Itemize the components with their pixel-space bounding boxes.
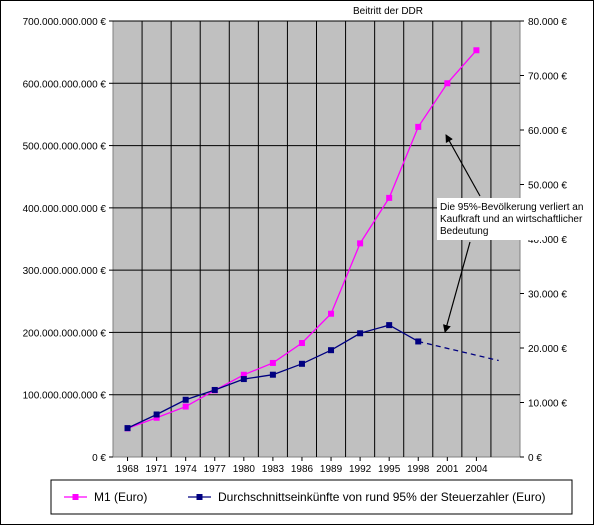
series-point-0 xyxy=(473,47,480,54)
series-point-1 xyxy=(357,330,364,337)
legend-item-m1: M1 (Euro) xyxy=(64,490,147,504)
series-point-0 xyxy=(328,310,335,317)
right-tick-label: 70.000 € xyxy=(528,72,567,83)
annotation-arrow-up xyxy=(445,134,481,197)
x-tick-label: 1980 xyxy=(233,464,256,475)
left-tick-label: 200.000.000.000 € xyxy=(23,328,107,339)
series-point-0 xyxy=(269,359,276,366)
right-tick-label: 80.000 € xyxy=(528,17,567,28)
series-point-1 xyxy=(153,411,160,418)
series-point-0 xyxy=(415,123,422,130)
legend-item-income: Durchschnittseinkünfte von rund 95% der … xyxy=(188,490,546,504)
annotation-line-2: Kaufkraft und an wirtschaftlicher xyxy=(440,214,583,225)
x-tick-label: 2004 xyxy=(465,464,488,475)
left-tick-label: 300.000.000.000 € xyxy=(23,266,107,277)
annotation-beitritt-ddr: Beitritt der DDR xyxy=(353,6,423,17)
series-point-1 xyxy=(415,338,422,345)
x-tick-label: 1971 xyxy=(145,464,168,475)
series-point-0 xyxy=(298,340,305,347)
series-point-0 xyxy=(357,240,364,247)
right-tick-label: 30.000 € xyxy=(528,290,567,301)
legend-marker-income xyxy=(196,494,203,500)
left-tick-label: 700.000.000.000 € xyxy=(23,17,107,28)
annotation-arrow-down xyxy=(443,241,471,333)
annotation-line-1: Die 95%-Bevölkerung verliert an xyxy=(440,202,583,213)
series-point-0 xyxy=(444,80,451,87)
series-point-1 xyxy=(211,386,218,393)
x-tick-label: 1995 xyxy=(378,464,401,475)
annotation-box xyxy=(437,198,545,240)
legend-label-m1: M1 (Euro) xyxy=(94,490,147,504)
series-point-0 xyxy=(386,194,393,201)
right-tick-label: 20.000 € xyxy=(528,344,567,355)
x-tick-label: 1977 xyxy=(204,464,227,475)
left-tick-label: 0 € xyxy=(92,453,106,464)
left-tick-label: 400.000.000.000 € xyxy=(23,204,107,215)
series-point-1 xyxy=(124,425,131,432)
annotation-line-3: Bedeutung xyxy=(440,226,488,237)
x-axis-ticks: 1968 1971 1974 1977 1980 1983 1986 1989 1992 1995… xyxy=(116,457,488,475)
right-axis-ticks: 0 € 10.000 € 20.000 € 30.000 € 40.000 € 50.00… xyxy=(520,17,567,464)
x-tick-label: 1968 xyxy=(116,464,139,475)
left-axis-ticks: 0 € 100.000.000.000 € 200.000.000.000 € 300… xyxy=(23,17,113,464)
series-point-1 xyxy=(386,322,393,329)
x-tick-label: 1974 xyxy=(175,464,198,475)
series-point-0 xyxy=(182,403,189,410)
x-tick-label: 1992 xyxy=(349,464,372,475)
series-point-1 xyxy=(328,347,335,354)
right-tick-label: 0 € xyxy=(528,453,542,464)
legend-label-income: Durchschnittseinkünfte von rund 95% der … xyxy=(218,490,546,504)
right-tick-label: 60.000 € xyxy=(528,126,567,137)
series-point-0 xyxy=(153,414,160,421)
x-tick-label: 1989 xyxy=(320,464,343,475)
series-point-1 xyxy=(182,396,189,403)
series-point-1 xyxy=(298,360,305,367)
x-tick-label: 1986 xyxy=(291,464,314,475)
left-tick-label: 500.000.000.000 € xyxy=(23,142,107,153)
x-tick-label: 1998 xyxy=(407,464,430,475)
series-point-0 xyxy=(240,371,247,378)
series-point-1 xyxy=(269,371,276,378)
legend-marker-m1 xyxy=(72,494,79,500)
right-tick-label: 50.000 € xyxy=(528,181,567,192)
left-tick-label: 100.000.000.000 € xyxy=(23,391,107,402)
series-projection-1 xyxy=(418,340,499,362)
x-tick-label: 1983 xyxy=(262,464,285,475)
series-layer xyxy=(124,47,499,432)
legend xyxy=(50,479,573,515)
series-point-1 xyxy=(240,376,247,383)
x-tick-label: 2001 xyxy=(436,464,459,475)
right-tick-label: 40.000 € xyxy=(528,235,567,246)
right-tick-label: 10.000 € xyxy=(528,399,567,410)
left-tick-label: 600.000.000.000 € xyxy=(23,79,107,90)
